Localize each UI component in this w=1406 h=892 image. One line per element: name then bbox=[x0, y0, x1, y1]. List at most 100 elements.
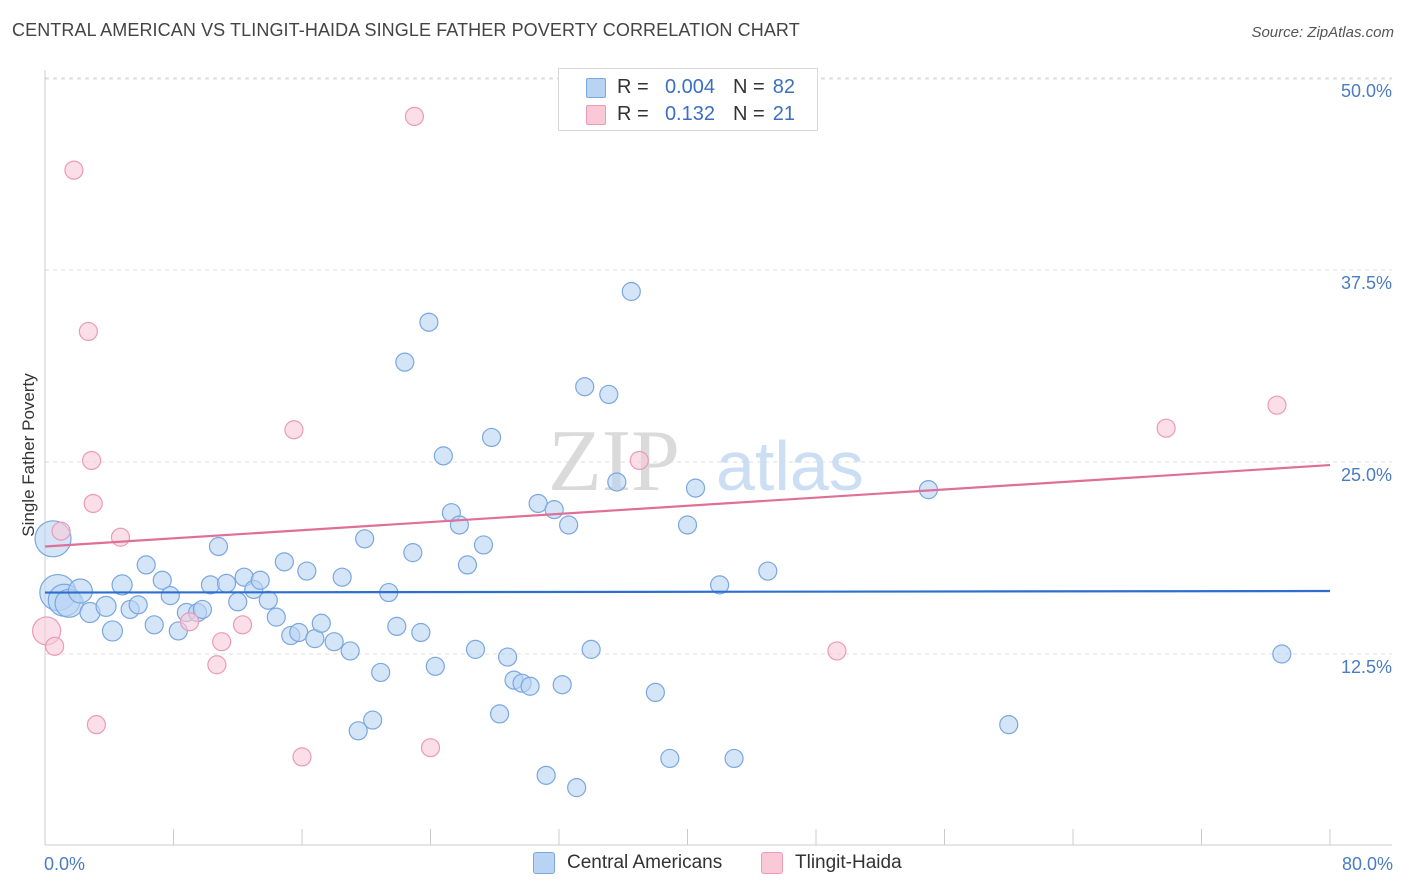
central-americans-point bbox=[324, 632, 344, 652]
tlingit-haida-point bbox=[420, 738, 441, 758]
legend-row-tlingit-haida: R = 0.132 N = 21 bbox=[559, 102, 817, 126]
central-americans-point bbox=[607, 472, 627, 492]
watermark-zip: ZIP bbox=[548, 413, 680, 510]
x-tick-label-max: 80.0% bbox=[1342, 854, 1393, 874]
central-americans-point bbox=[559, 515, 579, 535]
central-americans-point bbox=[371, 662, 391, 683]
n-value: 82 bbox=[772, 75, 795, 98]
legend-item-tlingit-haida: Tlingit-Haida bbox=[761, 852, 902, 874]
tlingit-haida-point bbox=[284, 420, 304, 440]
axes bbox=[44, 70, 1392, 846]
central-americans-point bbox=[544, 500, 564, 520]
tlingit-haida-point bbox=[1156, 418, 1176, 438]
r-label: R = bbox=[617, 75, 649, 98]
central-americans-point bbox=[449, 515, 470, 535]
tlingit-haida-point bbox=[51, 521, 71, 541]
central-americans-point bbox=[1272, 644, 1292, 664]
legend-swatch-pink bbox=[586, 105, 606, 125]
central-americans-point bbox=[758, 561, 778, 581]
legend-swatch-blue bbox=[586, 78, 606, 98]
legend-label: Tlingit-Haida bbox=[795, 852, 902, 873]
central-americans-point bbox=[567, 778, 587, 798]
tlingit-haida-point bbox=[179, 612, 200, 632]
series-tlingit-haida bbox=[32, 106, 1287, 767]
r-value: 0.004 bbox=[664, 75, 715, 98]
central-americans-point bbox=[363, 710, 383, 730]
watermark-atlas: atlas bbox=[716, 427, 864, 505]
central-americans-point bbox=[266, 607, 286, 627]
legend-label: Central Americans bbox=[567, 852, 723, 873]
central-americans-point bbox=[258, 590, 278, 610]
central-americans-point bbox=[216, 573, 237, 593]
watermark: ZIP atlas bbox=[548, 413, 864, 510]
central-americans-point bbox=[340, 641, 360, 661]
gridlines bbox=[45, 77, 1392, 655]
central-americans-point bbox=[297, 561, 317, 581]
central-americans-point bbox=[128, 595, 148, 615]
y-tick-label: 25.0% bbox=[1341, 465, 1392, 485]
central-americans-point bbox=[419, 312, 439, 332]
central-americans-point bbox=[228, 592, 248, 612]
central-americans-point bbox=[311, 613, 331, 633]
tlingit-haida-point bbox=[45, 636, 65, 656]
central-americans-point bbox=[724, 748, 744, 769]
y-axis-label: Single Father Poverty bbox=[19, 373, 38, 537]
central-americans-point bbox=[433, 446, 453, 466]
central-americans-point bbox=[136, 555, 156, 575]
tlingit-haida-point bbox=[212, 632, 232, 652]
central-americans-point bbox=[152, 570, 172, 590]
central-americans-point bbox=[387, 616, 407, 636]
central-americans-point bbox=[332, 567, 352, 587]
central-americans-point bbox=[348, 721, 368, 741]
central-americans-point bbox=[481, 427, 502, 448]
n-value: 21 bbox=[772, 102, 795, 125]
central-americans-point bbox=[425, 656, 445, 676]
tlingit-haida-point bbox=[629, 450, 649, 471]
trend-lines bbox=[44, 463, 1331, 594]
central-americans-point bbox=[95, 595, 117, 617]
central-americans-point bbox=[144, 615, 164, 635]
central-americans-point bbox=[160, 586, 180, 606]
tlingit-haida-point bbox=[78, 321, 98, 342]
central-americans-point bbox=[395, 352, 415, 372]
central-americans-point bbox=[599, 384, 619, 405]
n-label: N = bbox=[733, 102, 765, 125]
central-americans-point bbox=[473, 535, 494, 555]
tlingit-haida-trend-line bbox=[44, 463, 1331, 548]
tlingit-haida-point bbox=[207, 655, 227, 675]
central-americans-point bbox=[208, 536, 229, 557]
y-tick-label: 12.5% bbox=[1341, 657, 1392, 677]
central-americans-point bbox=[274, 552, 294, 572]
central-americans-point bbox=[457, 555, 478, 575]
central-americans-point bbox=[200, 575, 221, 595]
central-americans-point bbox=[520, 676, 540, 696]
tlingit-haida-point bbox=[1267, 395, 1287, 415]
tlingit-haida-point bbox=[86, 715, 107, 735]
central-americans-point bbox=[536, 765, 556, 785]
tlingit-haida-point bbox=[404, 106, 425, 127]
source-label: Source: ZipAtlas.com bbox=[1251, 24, 1394, 41]
central-americans-point bbox=[575, 377, 595, 397]
tlingit-haida-point bbox=[110, 527, 131, 547]
legend-swatch-blue bbox=[533, 852, 555, 874]
legend-row-central-americans: R = 0.004 N = 82 bbox=[559, 75, 817, 99]
legend-swatch-pink bbox=[761, 852, 783, 874]
central-americans-point bbox=[552, 675, 572, 695]
central-americans-point bbox=[660, 748, 680, 769]
legend-item-central-americans: Central Americans bbox=[533, 852, 722, 874]
central-americans-point bbox=[67, 578, 93, 604]
central-americans-point bbox=[403, 543, 423, 563]
central-americans-point bbox=[498, 647, 518, 667]
central-americans-point bbox=[710, 575, 730, 595]
central-americans-point bbox=[289, 622, 309, 643]
central-americans-point bbox=[677, 515, 698, 535]
central-americans-point bbox=[411, 622, 431, 643]
y-tick-label: 37.5% bbox=[1341, 273, 1392, 293]
central-americans-point bbox=[999, 715, 1019, 735]
central-americans-point bbox=[111, 574, 133, 596]
central-americans-point bbox=[101, 620, 124, 642]
x-tick-labels: 0.0% 80.0% bbox=[44, 854, 1393, 874]
r-value: 0.132 bbox=[664, 102, 715, 125]
central-americans-point bbox=[621, 281, 641, 302]
y-tick-label: 50.0% bbox=[1341, 81, 1392, 101]
